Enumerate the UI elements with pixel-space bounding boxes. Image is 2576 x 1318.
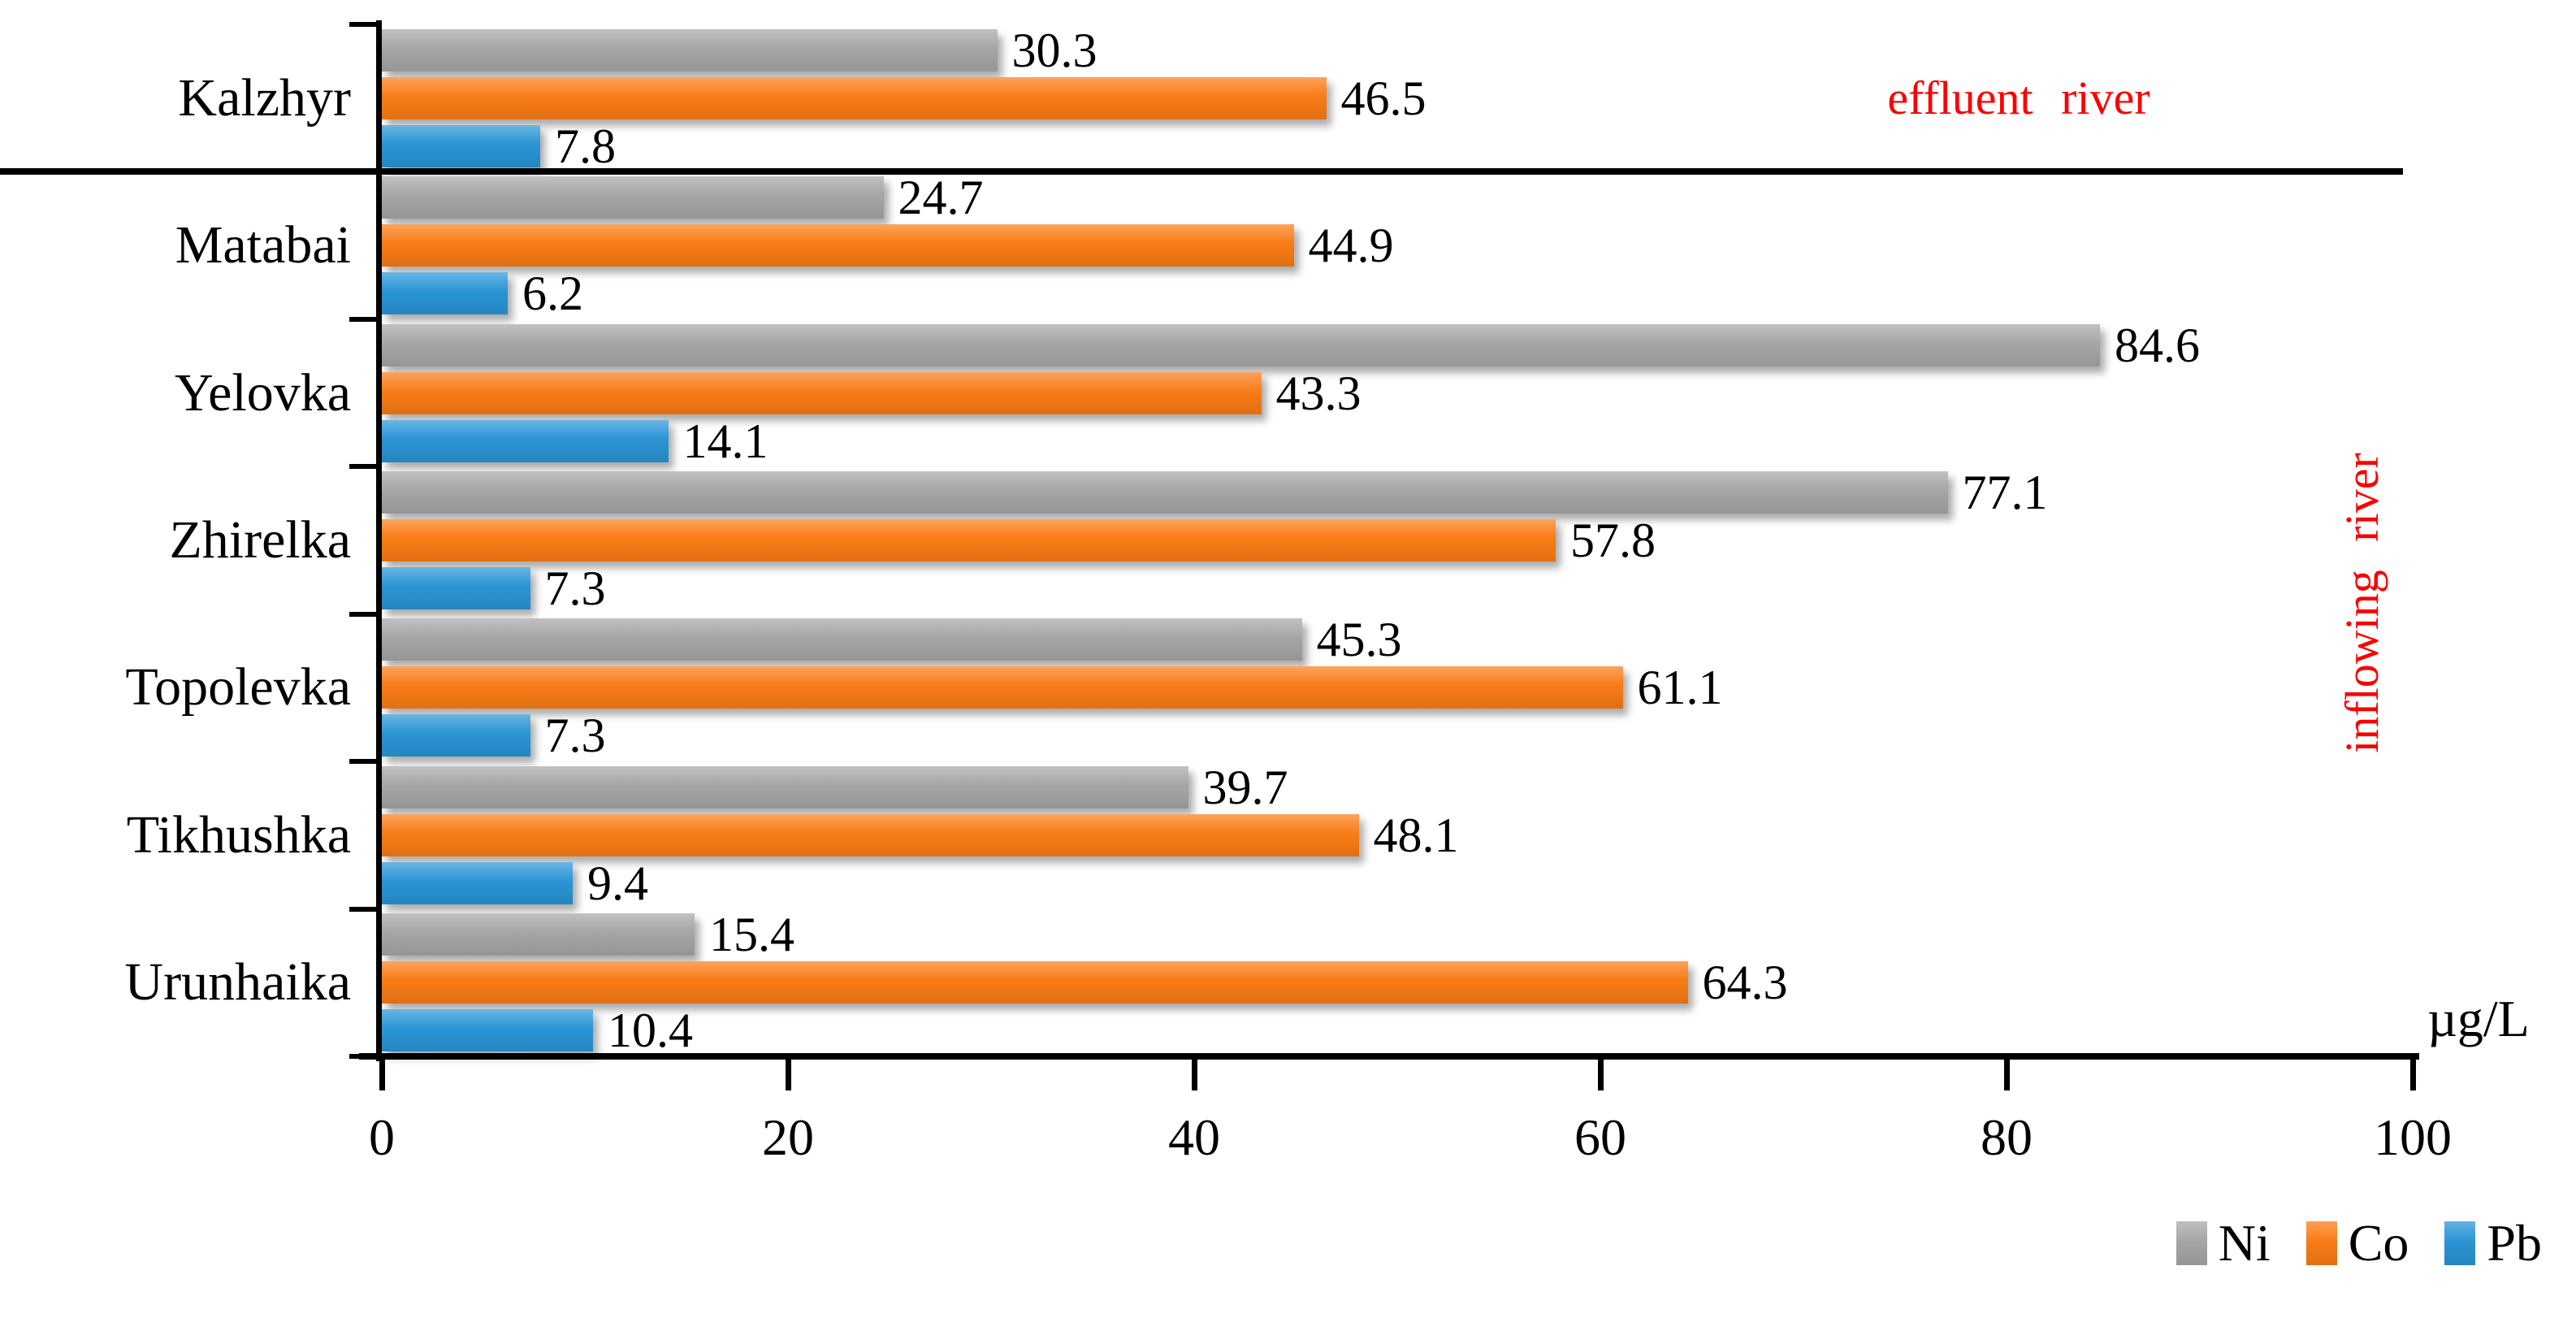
annotation-effluent-river: effluent river — [1887, 72, 2150, 124]
bar-co — [382, 76, 1327, 119]
value-label-pb: 14.1 — [682, 414, 768, 468]
bar-pb — [382, 861, 573, 904]
category-label: Zhirelka — [169, 509, 351, 570]
category-label: Matabai — [175, 215, 351, 275]
x-axis-tick-label: 100 — [2374, 1108, 2452, 1166]
annotation-inflowing-river: inflowing river — [2336, 453, 2388, 753]
x-axis-tick-label: 40 — [1168, 1108, 1220, 1166]
bar-ni — [382, 28, 998, 72]
bar-co — [382, 666, 1623, 709]
x-axis-tick — [2409, 1053, 2416, 1090]
y-axis-line — [376, 20, 382, 1061]
legend-item-co: Co — [2305, 1214, 2409, 1272]
value-label-ni: 77.1 — [1962, 466, 2048, 519]
bar-pb — [382, 419, 669, 462]
value-label-co: 46.5 — [1340, 71, 1427, 125]
value-label-ni: 45.3 — [1316, 613, 1402, 667]
legend-swatch-pb — [2444, 1221, 2476, 1265]
value-label-pb: 10.4 — [608, 1004, 693, 1058]
bar-pb — [382, 1009, 593, 1052]
value-label-co: 48.1 — [1373, 808, 1459, 862]
value-label-co: 43.3 — [1275, 366, 1362, 420]
y-axis-category-tick — [349, 316, 382, 322]
category-label: Yelovka — [175, 362, 351, 423]
value-label-ni: 39.7 — [1202, 760, 1288, 814]
x-axis-tick — [379, 1053, 385, 1090]
x-axis-unit-label: µg/L — [2427, 990, 2530, 1047]
value-label-pb: 7.3 — [544, 561, 606, 615]
x-axis-tick-label: 0 — [369, 1108, 395, 1166]
category-label: Kalzhyr — [178, 67, 351, 128]
category-label: Tikhushka — [126, 804, 351, 865]
legend-label-co: Co — [2348, 1214, 2409, 1272]
value-label-pb: 7.3 — [544, 709, 606, 763]
legend: Ni Co Pb — [2176, 1217, 2542, 1269]
legend-item-ni: Ni — [2176, 1217, 2271, 1269]
value-label-co: 61.1 — [1637, 661, 1723, 715]
x-axis-line — [359, 1053, 2419, 1060]
y-axis-category-tick — [349, 906, 382, 912]
x-axis-tick-label: 80 — [1981, 1108, 2033, 1166]
bar-pb — [382, 714, 530, 757]
value-label-ni: 24.7 — [898, 171, 984, 225]
y-axis-category-tick — [349, 22, 382, 27]
legend-label-pb: Pb — [2487, 1214, 2542, 1272]
bar-ni — [382, 176, 884, 219]
bar-ni — [382, 471, 1948, 514]
bar-co — [382, 519, 1556, 561]
x-axis-tick — [1191, 1053, 1197, 1090]
x-axis-tick-label: 20 — [762, 1108, 814, 1166]
effluent-inflowing-separator-line — [0, 168, 2403, 176]
category-label: Urunhaika — [124, 952, 351, 1012]
bar-pb — [382, 272, 508, 315]
value-label-pb: 9.4 — [587, 856, 648, 910]
bar-pb — [382, 567, 530, 609]
bar-co — [382, 961, 1688, 1004]
bar-ni — [382, 765, 1188, 809]
x-axis-tick — [785, 1053, 791, 1090]
legend-item-pb: Pb — [2444, 1217, 2542, 1269]
legend-swatch-co — [2305, 1221, 2337, 1265]
x-axis-tick — [1597, 1053, 1604, 1090]
category-label: Topolevka — [125, 657, 351, 718]
y-axis-category-tick — [349, 464, 382, 470]
bar-co — [382, 371, 1262, 414]
value-label-pb: 6.2 — [522, 267, 583, 321]
bar-ni — [382, 323, 2100, 366]
bar-ni — [382, 618, 1302, 661]
value-label-co: 44.9 — [1308, 219, 1394, 273]
x-axis-tick-label: 60 — [1574, 1108, 1626, 1166]
bar-pb — [382, 124, 540, 167]
bar-ni — [382, 913, 695, 956]
legend-label-ni: Ni — [2218, 1214, 2271, 1272]
value-label-ni: 30.3 — [1011, 23, 1098, 77]
legend-swatch-ni — [2176, 1221, 2207, 1265]
value-label-ni: 84.6 — [2115, 318, 2200, 372]
value-label-pb: 7.8 — [555, 119, 616, 173]
bar-co — [382, 813, 1359, 856]
y-axis-category-tick — [349, 1054, 382, 1059]
x-axis-tick — [2003, 1053, 2010, 1090]
y-axis-category-tick — [349, 611, 382, 617]
y-axis-category-tick — [349, 759, 382, 765]
bar-co — [382, 224, 1294, 267]
value-label-ni: 15.4 — [709, 908, 794, 962]
value-label-co: 64.3 — [1702, 956, 1788, 1010]
value-label-co: 57.8 — [1570, 514, 1656, 567]
